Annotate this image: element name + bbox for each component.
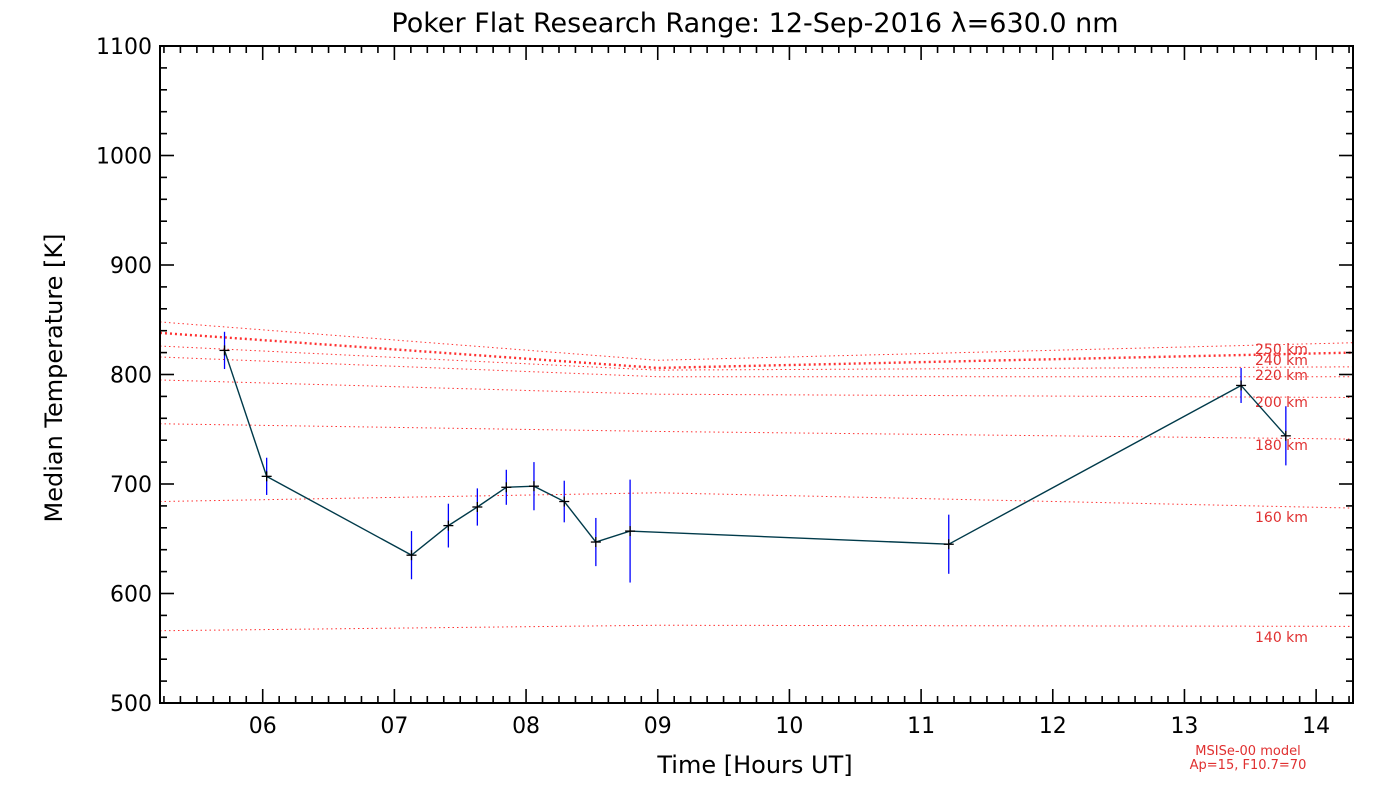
- axes: 06 07 08 09 10 11 12 13 14 500 600 700 800 900 1000 110…: [96, 35, 1354, 739]
- altitude-label: 160 km: [1255, 510, 1308, 526]
- data-point: [1236, 380, 1247, 391]
- x-tick-label: 07: [380, 714, 408, 739]
- y-tick-label: 500: [110, 692, 152, 717]
- altitude-label: 180 km: [1255, 438, 1308, 454]
- x-tick-label: 10: [775, 714, 803, 739]
- data-point: [1280, 430, 1291, 441]
- x-tick-label: 09: [644, 714, 672, 739]
- y-tick-label: 600: [110, 583, 152, 608]
- altitude-label: 140 km: [1255, 630, 1308, 646]
- data-series: [219, 331, 1291, 583]
- data-point: [590, 537, 601, 548]
- x-tick-label: 14: [1302, 714, 1330, 739]
- x-tick-label: 08: [512, 714, 540, 739]
- data-point: [472, 501, 483, 512]
- data-point: [528, 481, 539, 492]
- y-tick-label: 1000: [96, 145, 152, 170]
- data-point: [219, 345, 230, 356]
- y-tick-label: 700: [110, 473, 152, 498]
- data-point: [625, 526, 636, 537]
- altitude-label: 220 km: [1255, 368, 1308, 384]
- data-point: [559, 496, 570, 507]
- model-curve: [159, 331, 1354, 370]
- x-tick-label: 12: [1039, 714, 1067, 739]
- y-tick-label: 800: [110, 364, 152, 389]
- data-point: [261, 471, 272, 482]
- chart-title: Poker Flat Research Range: 12-Sep-2016 λ…: [391, 8, 1118, 39]
- model-note-line2: Ap=15, F10.7=70: [1190, 758, 1307, 773]
- data-point: [943, 539, 954, 550]
- data-point: [443, 520, 454, 531]
- x-tick-label: 11: [907, 714, 935, 739]
- y-tick-label: 900: [110, 254, 152, 279]
- x-axis-title: Time [Hours UT]: [656, 751, 852, 779]
- altitude-label: 250 km: [1255, 342, 1308, 358]
- y-axis-title: Median Temperature [K]: [40, 233, 68, 522]
- y-tick-label: 1100: [96, 35, 152, 60]
- data-point: [501, 482, 512, 493]
- x-tick-label: 13: [1170, 714, 1198, 739]
- altitude-label: 240 km: [1255, 353, 1308, 369]
- altitude-label: 200 km: [1255, 395, 1308, 411]
- x-tick-label: 06: [249, 714, 277, 739]
- data-point: [406, 550, 417, 561]
- model-note-line1: MSISe-00 model: [1195, 744, 1300, 759]
